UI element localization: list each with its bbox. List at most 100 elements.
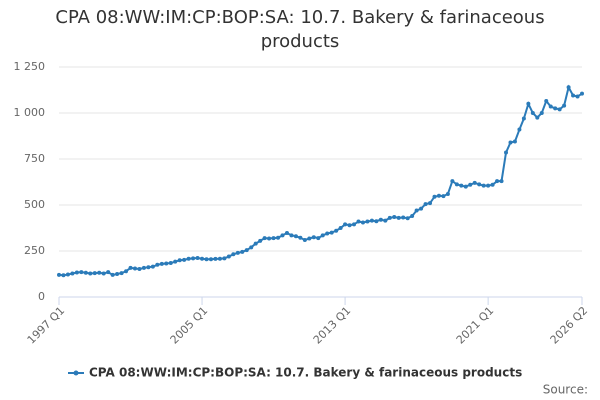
point — [289, 233, 294, 238]
point — [173, 259, 178, 264]
point — [356, 219, 361, 224]
point — [472, 180, 477, 185]
point — [504, 150, 509, 155]
point — [213, 256, 218, 261]
point — [347, 223, 352, 228]
point — [468, 182, 473, 187]
point — [298, 235, 303, 240]
point — [222, 256, 227, 261]
point — [119, 271, 124, 276]
point — [235, 250, 240, 255]
point — [575, 94, 580, 99]
point — [110, 272, 115, 277]
point — [378, 217, 383, 222]
point — [544, 99, 549, 104]
point — [414, 208, 419, 213]
point — [83, 270, 88, 275]
point — [477, 182, 482, 187]
point — [463, 184, 468, 189]
point — [208, 257, 213, 262]
x-tick-label: 2005 Q1 — [168, 304, 211, 347]
point — [276, 235, 281, 240]
point — [137, 267, 142, 272]
point — [530, 111, 535, 115]
x-tick-label: 2021 Q1 — [454, 304, 497, 347]
point — [307, 236, 312, 241]
point — [562, 103, 567, 108]
line — [58, 84, 583, 277]
point — [97, 270, 102, 275]
point — [343, 222, 348, 227]
point — [204, 257, 209, 262]
point — [267, 236, 272, 241]
point — [231, 252, 236, 257]
point — [445, 191, 450, 196]
point — [249, 245, 254, 250]
point — [57, 272, 61, 277]
point — [182, 257, 187, 262]
point — [521, 116, 526, 121]
point — [293, 234, 298, 239]
x-tick-label: 1997 Q1 — [25, 304, 68, 347]
point — [441, 194, 446, 199]
point — [383, 218, 388, 223]
point — [360, 220, 365, 225]
point — [177, 258, 182, 263]
chart-title: CPA 08:WW:IM:CP:BOP:SA: 10.7. Bakery & f… — [55, 7, 545, 52]
point — [481, 183, 486, 188]
point — [495, 179, 500, 184]
point — [226, 254, 231, 259]
point — [396, 215, 401, 220]
point — [423, 202, 428, 207]
point — [65, 272, 70, 277]
point — [155, 262, 160, 267]
point — [365, 219, 370, 224]
point — [217, 256, 222, 261]
point — [284, 230, 289, 235]
point — [132, 266, 137, 271]
point — [316, 236, 321, 241]
point — [106, 270, 111, 275]
point — [512, 139, 517, 144]
point — [244, 248, 249, 253]
point — [428, 201, 433, 206]
point — [459, 183, 464, 188]
point — [74, 270, 79, 275]
point — [508, 140, 513, 145]
point — [580, 91, 584, 96]
point — [410, 214, 415, 219]
point — [61, 273, 66, 278]
point — [258, 238, 263, 243]
point — [124, 269, 129, 274]
point — [70, 271, 75, 276]
point — [499, 179, 504, 184]
point — [338, 226, 343, 230]
point — [352, 222, 357, 227]
point — [311, 235, 316, 240]
point — [432, 194, 437, 199]
point — [128, 265, 133, 270]
point — [101, 271, 106, 276]
point — [374, 219, 379, 224]
point — [553, 106, 558, 111]
y-tick-label: 500 — [24, 198, 45, 211]
legend-label: CPA 08:WW:IM:CP:BOP:SA: 10.7. Bakery & f… — [89, 366, 522, 380]
point — [387, 215, 392, 220]
point — [436, 193, 441, 198]
x-tick-label: 2013 Q1 — [311, 304, 354, 347]
point — [566, 85, 571, 90]
point — [271, 236, 276, 241]
legend-marker — [73, 370, 79, 376]
point — [146, 265, 151, 270]
point — [320, 233, 325, 238]
point — [329, 230, 334, 235]
point — [392, 214, 397, 219]
point — [280, 233, 285, 238]
point — [401, 215, 406, 220]
point — [159, 261, 164, 266]
point — [302, 237, 307, 242]
point — [490, 182, 495, 187]
point — [539, 111, 544, 115]
point — [191, 256, 196, 261]
